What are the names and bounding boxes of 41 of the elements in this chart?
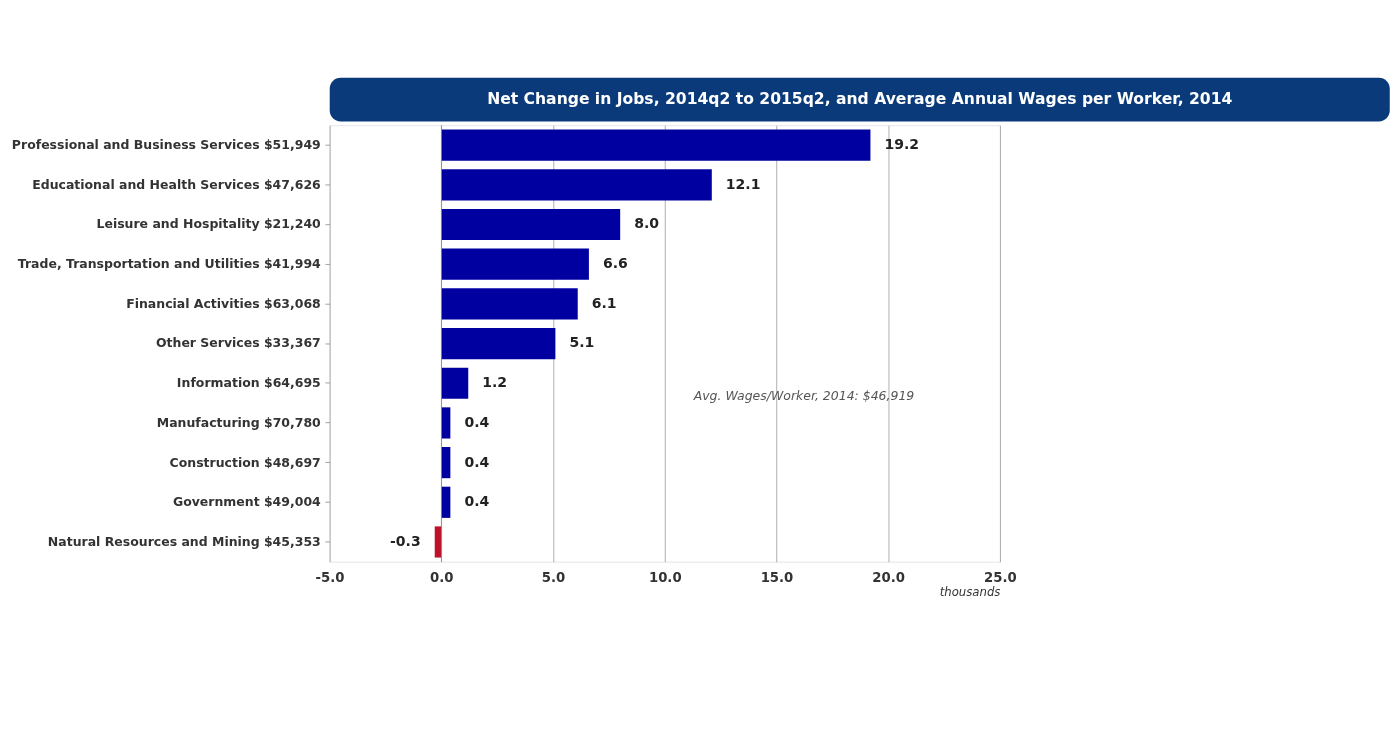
bar [441, 248, 589, 280]
y-tick-label: Educational and Health Services $47,626 [32, 176, 321, 192]
y-tick-label: Other Services $33,367 [155, 335, 321, 351]
x-tick-label: -5.0 [315, 569, 345, 585]
data-label: 1.2 [482, 374, 508, 391]
x-axis-title: thousands [939, 585, 1001, 600]
bar [441, 169, 712, 201]
chart-title: Net Change in Jobs, 2014q2 to 2015q2, and Average Annual Wages per Worker, 2014 [487, 90, 1233, 109]
y-tick-label: Trade, Transportation and Utilities $41,994 [17, 256, 322, 272]
data-label: 12.1 [725, 175, 761, 192]
data-label: 0.4 [464, 453, 490, 470]
y-tick-label: Professional and Business Services $51,949 [11, 137, 321, 153]
bar [441, 407, 451, 439]
y-tick-label: Government $49,004 [172, 494, 322, 510]
data-label: 19.2 [884, 136, 920, 153]
annotation: Avg. Wages/Worker, 2014: $46,919 [692, 387, 915, 403]
data-label: 5.1 [569, 334, 595, 351]
x-tick-label: 15.0 [760, 569, 794, 585]
x-tick-label: 20.0 [872, 569, 906, 585]
bar [441, 327, 556, 360]
y-tick-label: Financial Activities $63,068 [126, 295, 321, 311]
y-tick-label: Information $64,695 [176, 375, 321, 391]
bar [434, 526, 442, 558]
bar [441, 288, 578, 320]
data-label: 6.6 [602, 255, 628, 272]
y-tick-label: Natural Resources and Mining $45,353 [47, 533, 321, 549]
x-tick-label: 5.0 [541, 569, 566, 585]
x-tick-label: 25.0 [984, 569, 1017, 585]
x-tick-label: 0.0 [430, 569, 454, 585]
bar [441, 208, 621, 241]
bar [441, 367, 469, 399]
data-label: -0.3 [390, 532, 421, 549]
bar [441, 129, 871, 161]
x-tick-label: 10.0 [648, 569, 682, 585]
y-tick-label: Leisure and Hospitality $21,240 [96, 216, 322, 232]
y-tick-label: Manufacturing $70,780 [156, 414, 322, 430]
data-label: 6.1 [591, 294, 617, 311]
data-label: 0.4 [464, 493, 490, 510]
y-tick-label: Construction $48,697 [169, 454, 321, 470]
data-label: 8.0 [634, 215, 660, 232]
data-label: 0.4 [464, 413, 490, 430]
